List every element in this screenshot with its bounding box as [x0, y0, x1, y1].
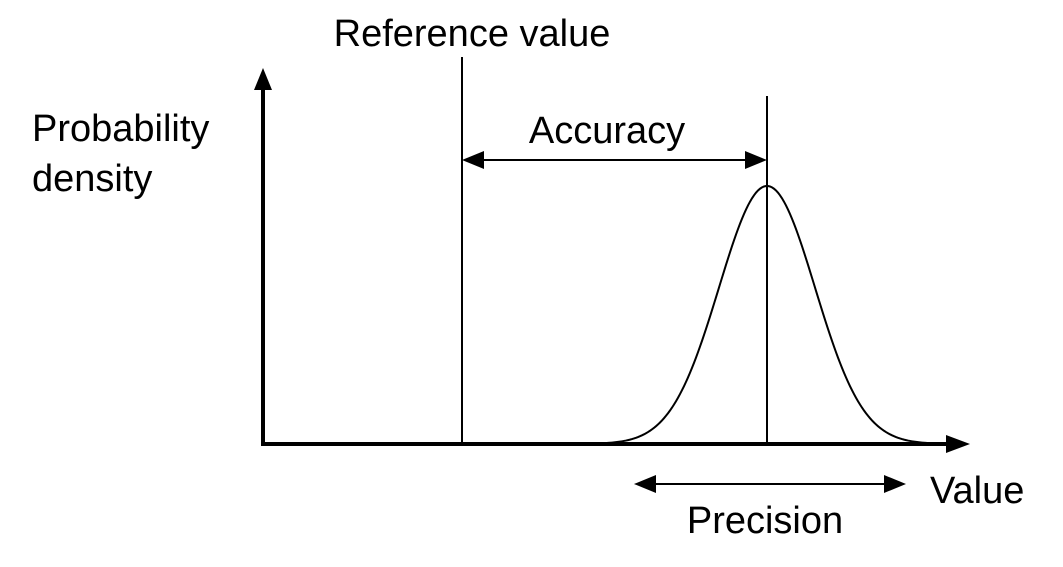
y-axis-arrowhead: [254, 68, 272, 90]
x-axis-arrowhead: [946, 435, 970, 453]
probability-density-curve: [599, 185, 945, 445]
y-axis-label-line2: density: [32, 158, 152, 200]
accuracy-arrow-right-head: [745, 151, 767, 169]
accuracy-arrow-left-head: [462, 151, 484, 169]
x-axis-label: Value: [930, 470, 1024, 512]
precision-arrow-left-head: [634, 475, 656, 493]
y-axis-label-line1: Probability: [32, 108, 209, 150]
precision-label: Precision: [687, 500, 843, 542]
reference-value-label: Reference value: [334, 13, 611, 55]
accuracy-label: Accuracy: [529, 110, 685, 152]
precision-arrow-right-head: [884, 475, 906, 493]
